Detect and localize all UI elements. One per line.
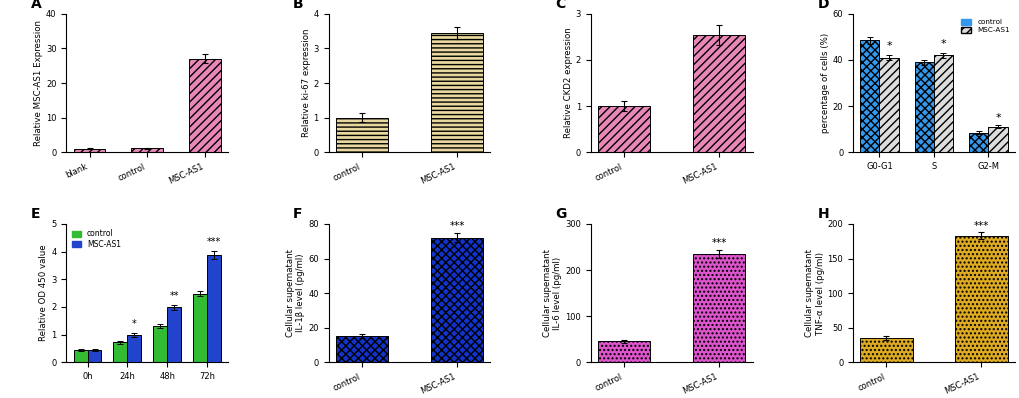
Y-axis label: percentage of cells (%): percentage of cells (%) xyxy=(820,33,829,133)
Text: ***: *** xyxy=(973,221,988,231)
Bar xyxy=(131,148,163,152)
Bar xyxy=(878,58,898,152)
Text: E: E xyxy=(31,207,40,221)
Bar xyxy=(167,307,180,362)
Bar xyxy=(933,55,952,152)
Text: D: D xyxy=(816,0,828,12)
Bar xyxy=(193,294,207,362)
Bar xyxy=(968,133,987,152)
Legend: control, MSC-AS1: control, MSC-AS1 xyxy=(959,18,1010,35)
Bar xyxy=(430,238,483,362)
Bar xyxy=(860,338,912,362)
Bar xyxy=(88,350,102,362)
Text: G: G xyxy=(554,207,566,221)
Bar xyxy=(430,33,483,152)
Bar xyxy=(955,236,1007,362)
Bar xyxy=(335,336,388,362)
Y-axis label: Relative OD 450 value: Relative OD 450 value xyxy=(40,245,48,341)
Bar xyxy=(335,117,388,152)
Bar xyxy=(692,254,745,362)
Text: F: F xyxy=(292,207,302,221)
Bar xyxy=(597,106,650,152)
Legend: control, MSC-AS1: control, MSC-AS1 xyxy=(70,228,122,250)
Text: ***: *** xyxy=(207,237,221,247)
Y-axis label: Cellular supernatant
TNF-α level (pg/ml): Cellular supernatant TNF-α level (pg/ml) xyxy=(805,249,824,337)
Bar xyxy=(113,342,127,362)
Bar xyxy=(153,326,167,362)
Text: ***: *** xyxy=(711,238,727,248)
Y-axis label: Relative MSC-AS1 Expression: Relative MSC-AS1 Expression xyxy=(35,20,43,146)
Text: *: * xyxy=(940,39,946,49)
Bar xyxy=(207,255,220,362)
Text: *: * xyxy=(131,319,137,329)
Bar xyxy=(987,127,1007,152)
Bar xyxy=(692,35,745,152)
Text: **: ** xyxy=(169,291,178,301)
Text: A: A xyxy=(31,0,42,12)
Bar xyxy=(914,62,933,152)
Y-axis label: Cellular supernatant
IL-1β level (pg/ml): Cellular supernatant IL-1β level (pg/ml) xyxy=(285,249,305,337)
Y-axis label: Cellular supernatant
IL-6 level (pg/ml): Cellular supernatant IL-6 level (pg/ml) xyxy=(542,249,561,337)
Y-axis label: Relative CKD2 expression: Relative CKD2 expression xyxy=(564,27,573,139)
Bar xyxy=(73,350,88,362)
Text: B: B xyxy=(292,0,304,12)
Text: C: C xyxy=(554,0,565,12)
Y-axis label: Relative ki-67 expression: Relative ki-67 expression xyxy=(302,29,311,137)
Text: ***: *** xyxy=(448,221,465,231)
Text: H: H xyxy=(816,207,828,221)
Text: *: * xyxy=(995,113,1000,123)
Bar xyxy=(73,149,105,152)
Bar xyxy=(597,341,650,362)
Text: *: * xyxy=(886,41,891,51)
Bar xyxy=(189,59,220,152)
Bar xyxy=(860,41,878,152)
Bar xyxy=(127,335,142,362)
